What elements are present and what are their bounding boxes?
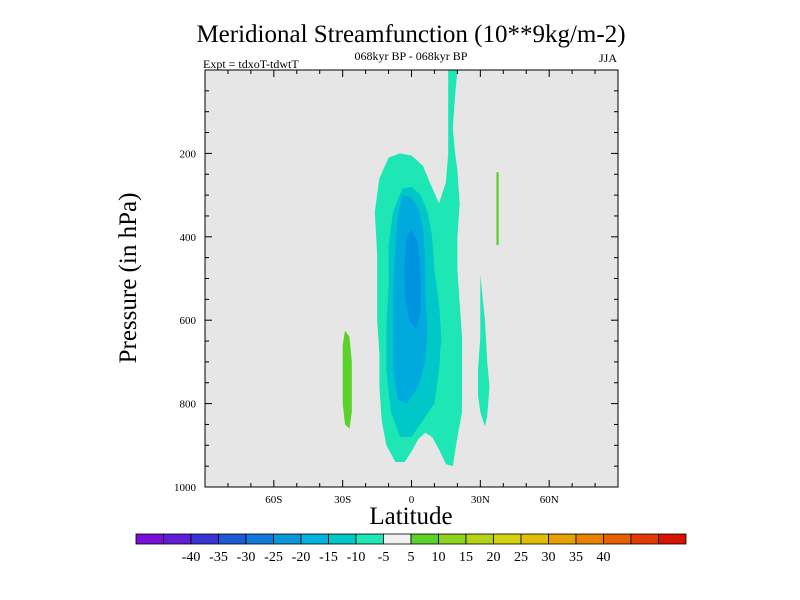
contour-regions [342,70,499,467]
colorbar-swatch [300,533,329,545]
colorbar-label: 25 [514,550,528,565]
colorbar-label: -35 [209,550,228,565]
contour-region-3 [404,228,421,329]
colorbar-swatch [520,533,549,545]
colorbar-swatch [603,533,632,545]
y-axis-label: Pressure (in hPa) [115,193,142,364]
x-axis-label: Latitude [369,503,452,530]
colorbar-label: 30 [542,550,556,565]
colorbar-swatch [245,533,274,545]
colorbar-label: -25 [264,550,283,565]
x-tick-label: 30N [471,494,490,506]
subtitle-period: 068kyr BP - 068kyr BP [355,49,468,63]
contour-region-4 [478,274,490,427]
axis-ticks: 60S 30S 0 30N 60N 200 400 600 800 1000 [174,70,618,506]
colorbar-swatch [328,533,357,545]
colorbar-swatch [273,533,302,545]
colorbar: -40 -35 -30 -25 -20 -15 -10 -5 5 10 15 20 25 30 35 40 [135,533,687,565]
colorbar-swatch [355,533,384,545]
colorbar-swatch [135,533,164,545]
colorbar-label: -5 [378,550,390,565]
y-tick-label: 1000 [174,482,197,494]
colorbar-swatch [383,533,412,545]
x-tick-label: 60S [265,494,282,506]
y-tick-label: 600 [180,315,197,327]
colorbar-label: -20 [292,550,311,565]
colorbar-swatch [465,533,494,545]
colorbar-swatch [190,533,219,545]
x-tick-label: 60N [540,494,559,506]
colorbar-swatch [658,533,687,545]
colorbar-swatch [493,533,522,545]
colorbar-swatch [438,533,467,545]
y-tick-label: 200 [180,148,197,160]
colorbar-swatch [630,533,659,545]
colorbar-label: 40 [597,550,611,565]
subtitle-season: JJA [599,51,617,65]
colorbar-label: -30 [237,550,256,565]
colorbar-swatch [410,533,439,545]
colorbar-label: -10 [347,550,366,565]
x-tick-label: 0 [409,494,415,506]
colorbar-label: -40 [182,550,201,565]
colorbar-swatch [218,533,247,545]
colorbar-swatch [548,533,577,545]
contour-region-6 [496,172,499,246]
contour-region-5 [342,330,352,429]
colorbar-swatch [575,533,604,545]
colorbar-label: 35 [569,550,583,565]
colorbar-swatch [163,533,192,545]
chart-title: Meridional Streamfunction (10**9kg/m-2) [196,21,625,48]
y-tick-label: 400 [180,232,197,244]
colorbar-label: 15 [459,550,473,565]
colorbar-label: 10 [432,550,446,565]
colorbar-label: 5 [408,550,415,565]
colorbar-label: -15 [319,550,338,565]
colorbar-label: 20 [487,550,501,565]
subtitle-experiment: Expt = tdxoT-tdwtT [203,57,299,71]
x-tick-label: 30S [334,494,351,506]
y-tick-label: 800 [180,399,197,411]
